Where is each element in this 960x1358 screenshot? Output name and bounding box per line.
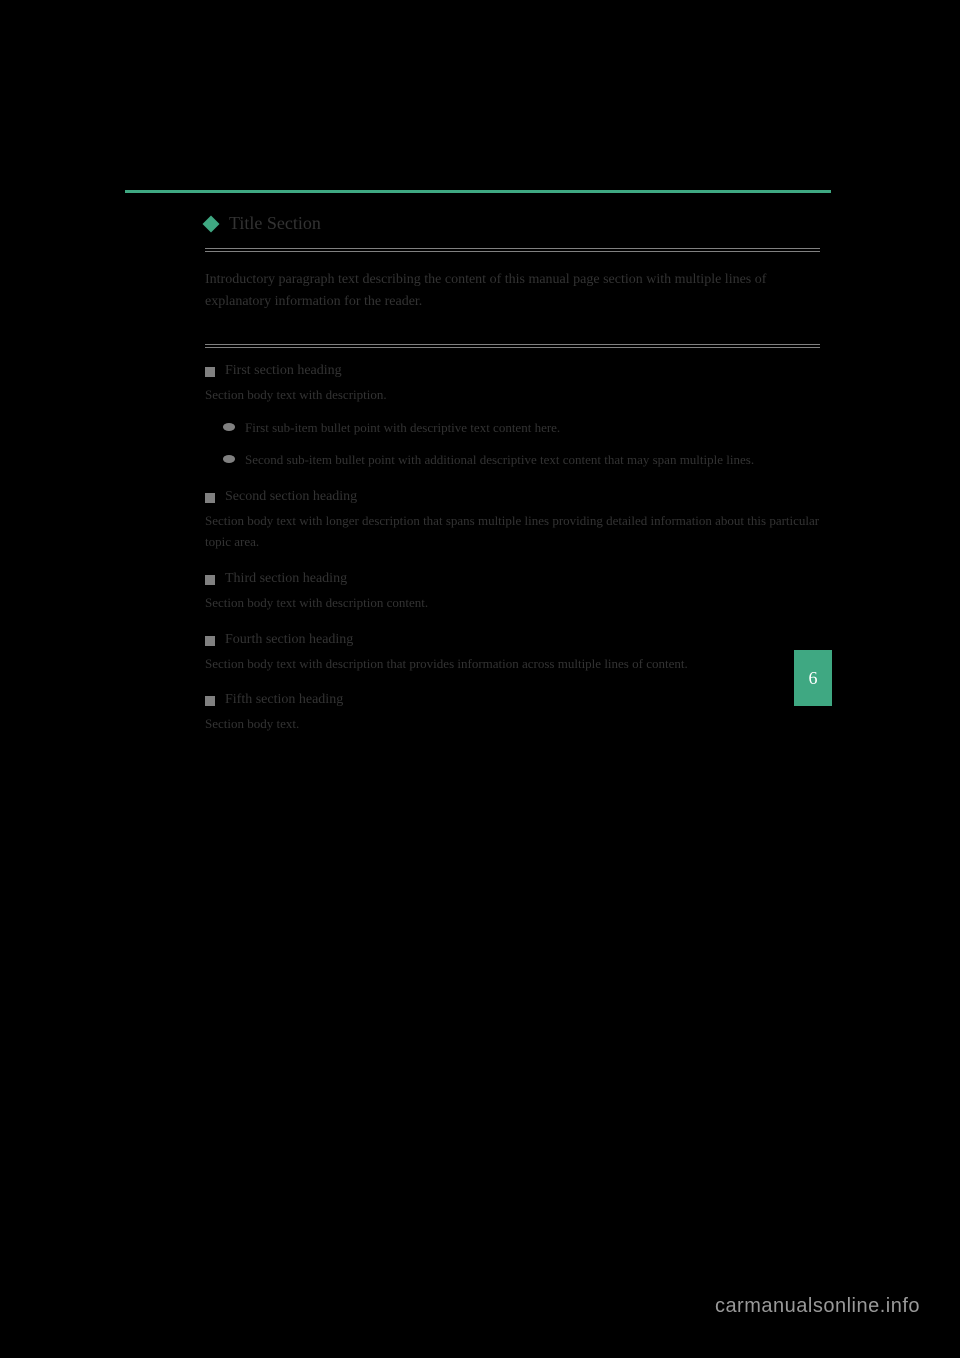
- section-header: Third section heading: [205, 571, 820, 587]
- section-header: Fourth section heading: [205, 632, 820, 648]
- section-title: Third section heading: [225, 571, 347, 587]
- square-bullet-icon: [205, 636, 215, 646]
- section-body: Section body text with description conte…: [205, 593, 820, 614]
- square-bullet-icon: [205, 575, 215, 585]
- section-header: First section heading: [205, 363, 820, 379]
- section-body: Section body text with description.: [205, 385, 820, 406]
- section-4: Fourth section heading Section body text…: [205, 632, 820, 675]
- sub-item-text: Second sub-item bullet point with additi…: [245, 450, 754, 471]
- square-bullet-icon: [205, 367, 215, 377]
- chapter-number: 6: [809, 668, 818, 689]
- section-header: Second section heading: [205, 489, 820, 505]
- section-body: Section body text.: [205, 714, 820, 735]
- header-divider: [125, 190, 831, 193]
- sub-item-text: First sub-item bullet point with descrip…: [245, 418, 560, 439]
- section-title: Fourth section heading: [225, 632, 353, 648]
- section-1: First section heading Section body text …: [205, 363, 820, 471]
- section-3: Third section heading Section body text …: [205, 571, 820, 614]
- sub-item: First sub-item bullet point with descrip…: [223, 418, 820, 439]
- section-title: Second section heading: [225, 489, 357, 505]
- oval-bullet-icon: [223, 455, 235, 463]
- diamond-icon: [203, 215, 220, 232]
- chapter-tab: 6: [794, 650, 832, 706]
- title-divider: [205, 248, 820, 249]
- section-title: Fifth section heading: [225, 692, 343, 708]
- section-header: Fifth section heading: [205, 692, 820, 708]
- watermark-text: carmanualsonline.info: [715, 1295, 920, 1318]
- square-bullet-icon: [205, 696, 215, 706]
- intro-divider: [205, 344, 820, 345]
- title-row: Title Section: [205, 213, 825, 234]
- oval-bullet-icon: [223, 423, 235, 431]
- section-title: First section heading: [225, 363, 342, 379]
- section-body: Section body text with longer descriptio…: [205, 511, 820, 553]
- square-bullet-icon: [205, 493, 215, 503]
- page-title: Title Section: [229, 213, 321, 234]
- page-content: Title Section Introductory paragraph tex…: [125, 190, 825, 735]
- section-2: Second section heading Section body text…: [205, 489, 820, 553]
- section-body: Section body text with description that …: [205, 654, 820, 675]
- section-5: Fifth section heading Section body text.: [205, 692, 820, 735]
- sub-item: Second sub-item bullet point with additi…: [223, 450, 820, 471]
- intro-paragraph: Introductory paragraph text describing t…: [205, 269, 820, 314]
